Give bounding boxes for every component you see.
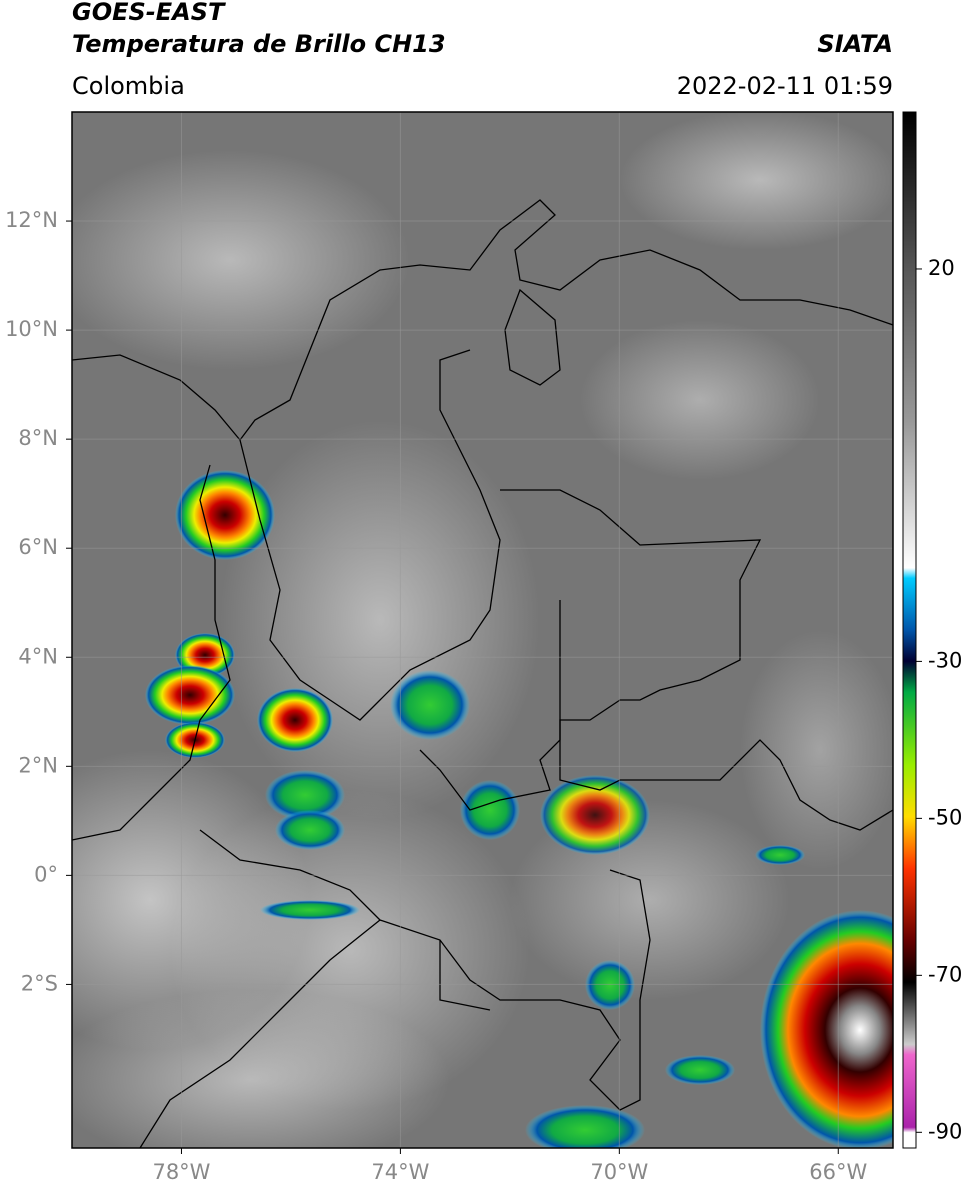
y-tick-label: 4°N (18, 644, 58, 668)
subtitle: Temperatura de Brillo CH13 (72, 30, 446, 58)
y-tick-label: 2°N (18, 753, 58, 777)
y-tick-label: 10°N (5, 317, 58, 341)
plot-frame (71, 111, 894, 1149)
grid (72, 112, 893, 1148)
y-tick-label: 8°N (18, 426, 58, 450)
satellite-image (72, 112, 893, 1148)
source: SIATA (817, 30, 893, 58)
datetime: 2022-02-11 01:59 (677, 72, 893, 100)
colorbar-tick-label: -30 (928, 648, 962, 672)
x-tick-label: 74°W (371, 1160, 429, 1184)
colorbar-tick-label: -90 (928, 1119, 962, 1143)
colorbar (902, 111, 917, 1149)
colorbar-tick-label: -50 (928, 805, 962, 829)
colorbar-tick-label: -70 (928, 962, 962, 986)
y-tick-label: 12°N (5, 208, 58, 232)
y-tick-label: 0° (34, 862, 58, 886)
colorbar-tick-label: 20 (928, 256, 955, 280)
x-tick-label: 66°W (809, 1160, 867, 1184)
y-tick-label: 2°S (21, 971, 58, 995)
region: Colombia (72, 72, 185, 100)
title: GOES-EAST (72, 0, 226, 26)
x-tick-label: 70°W (590, 1160, 648, 1184)
x-tick-label: 78°W (152, 1160, 210, 1184)
y-tick-label: 6°N (18, 535, 58, 559)
